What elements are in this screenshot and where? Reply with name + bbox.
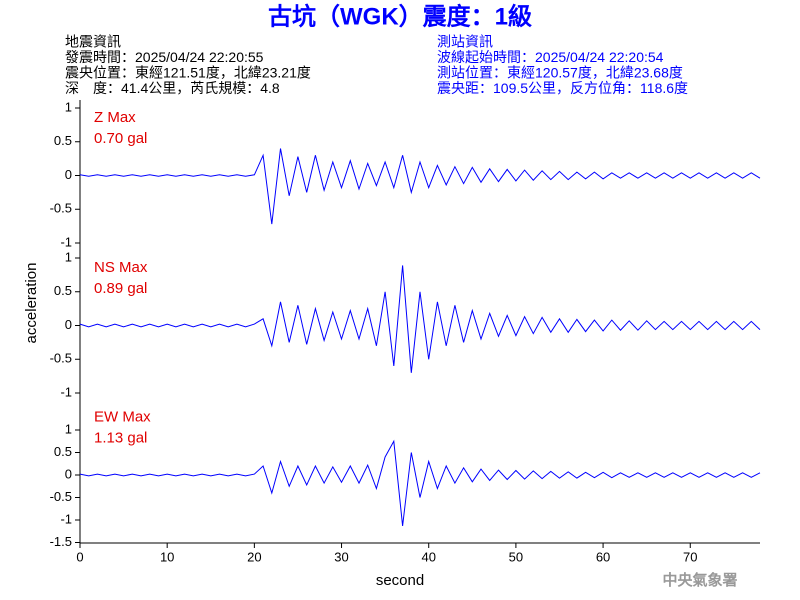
info-right: 震央距：109.5公里，反方位角：118.6度 xyxy=(437,80,688,96)
info-left: 地震資訊 xyxy=(65,34,121,50)
y-tick-label: 1 xyxy=(65,249,72,264)
info-left: 深 度：41.4公里，芮氏規模：4.8 xyxy=(65,80,280,96)
y-tick-label: 1 xyxy=(65,421,72,436)
y-tick-label: -0.5 xyxy=(50,201,72,216)
y-tick-label: -0.5 xyxy=(50,351,72,366)
x-tick-label: 60 xyxy=(596,549,610,564)
chart-title: 古坑（WGK）震度：1級 xyxy=(268,2,532,30)
footer: 中央氣象署 xyxy=(662,571,737,589)
x-tick-label: 70 xyxy=(683,549,697,564)
x-tick-label: 10 xyxy=(160,549,174,564)
x-tick-label: 20 xyxy=(247,549,261,564)
x-axis-label: second xyxy=(376,572,424,589)
panel-label: Z Max xyxy=(94,109,136,126)
y-tick-label: -1 xyxy=(60,234,72,249)
y-tick-label: -1 xyxy=(60,384,72,399)
info-right: 波線起始時間：2025/04/24 22:20:54 xyxy=(437,49,664,65)
panel-max: 1.13 gal xyxy=(94,429,147,446)
x-tick-label: 30 xyxy=(334,549,348,564)
x-tick-label: 40 xyxy=(421,549,435,564)
panel-max: 0.89 gal xyxy=(94,280,147,297)
waveform xyxy=(79,265,761,373)
y-axis-label: acceleration xyxy=(23,263,40,344)
waveform xyxy=(79,439,761,526)
panel-max: 0.70 gal xyxy=(94,130,147,147)
info-right: 測站位置：東經120.57度，北緯23.68度 xyxy=(437,65,683,81)
y-tick-label: 0 xyxy=(65,466,72,481)
x-tick-label: 50 xyxy=(509,549,523,564)
y-tick-label: 0 xyxy=(65,167,72,182)
y-tick-label: 0.5 xyxy=(54,283,72,298)
y-tick-label: 0 xyxy=(65,317,72,332)
panel-label: NS Max xyxy=(94,259,148,276)
info-left: 發震時間：2025/04/24 22:20:55 xyxy=(65,49,264,65)
y-tick-label: 1 xyxy=(65,99,72,114)
y-tick-label: 0.5 xyxy=(54,444,72,459)
y-tick-label: -1.5 xyxy=(50,534,72,549)
y-tick-label: -0.5 xyxy=(50,489,72,504)
y-tick-label: 0.5 xyxy=(54,133,72,148)
info-right: 測站資訊 xyxy=(437,34,493,50)
waveform xyxy=(79,148,761,225)
info-left: 震央位置：東經121.51度，北緯23.21度 xyxy=(65,65,311,81)
y-tick-label: -1 xyxy=(60,511,72,526)
panel-label: EW Max xyxy=(94,408,151,425)
x-tick-label: 0 xyxy=(76,549,83,564)
